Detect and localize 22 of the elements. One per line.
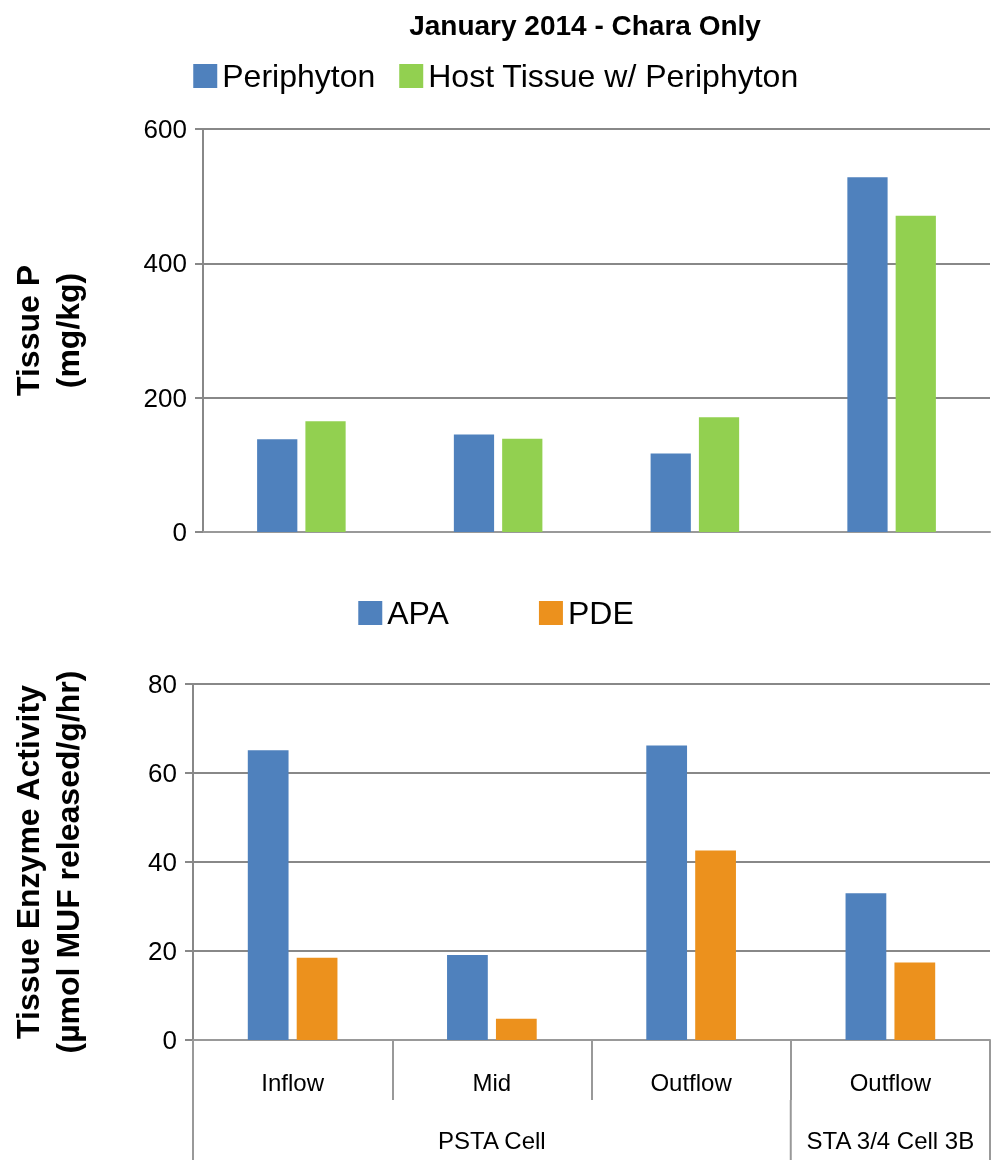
y-tick-label: 40 — [148, 847, 177, 877]
y-tick-label: 80 — [148, 669, 177, 699]
legend-label: Periphyton — [222, 58, 376, 94]
y-tick-label: 600 — [143, 114, 187, 144]
x-tick-label: Mid — [472, 1068, 512, 1096]
legend-label: PDE — [567, 595, 634, 631]
y-tick-label: 60 — [148, 758, 177, 788]
text: STA 3/4 Cell 3B — [806, 1126, 975, 1154]
chart-title: January 2014 - Chara Only — [409, 9, 762, 41]
text: PSTA Cell — [438, 1126, 546, 1154]
y-axis-title: Tissue Enzyme Activity (µmol MUF released/g/hr) — [10, 670, 86, 1054]
y-tick-label: 0 — [162, 1025, 177, 1055]
y-tick-label: 200 — [143, 382, 187, 413]
x-tick-label: Outflow — [849, 1068, 932, 1096]
x-tick-label: Inflow — [261, 1068, 325, 1096]
x-tick-label: Outflow — [650, 1068, 733, 1096]
y-tick-label: 400 — [143, 248, 187, 279]
legend-label: APA — [387, 595, 450, 631]
legend-label: Host Tissue w/ Periphyton — [428, 58, 799, 94]
y-axis-title: Tissue P (mg/kg) — [10, 264, 86, 397]
y-tick-label: 0 — [172, 517, 187, 547]
y-tick-label: 20 — [148, 936, 177, 966]
